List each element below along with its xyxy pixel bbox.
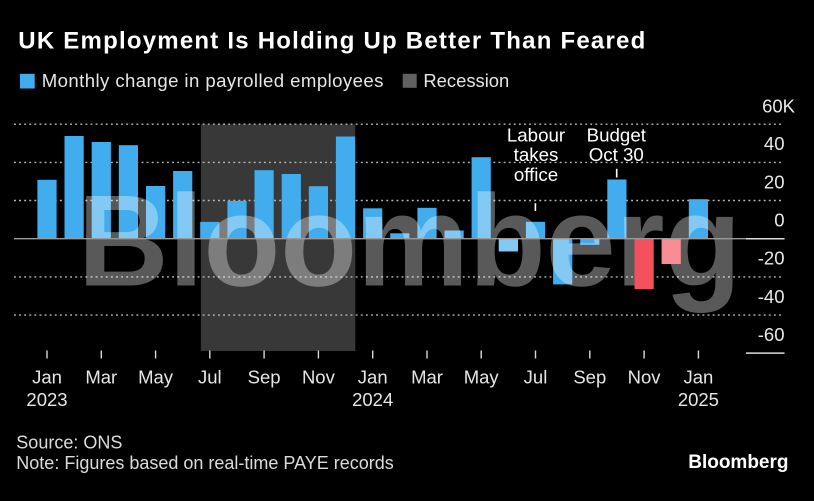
- svg-text:Jan: Jan: [32, 366, 62, 387]
- svg-text:Jan: Jan: [683, 366, 713, 387]
- svg-text:-60: -60: [758, 324, 785, 345]
- svg-text:Oct 30: Oct 30: [589, 144, 644, 165]
- svg-text:2023: 2023: [26, 389, 67, 410]
- svg-text:Nov: Nov: [628, 366, 662, 387]
- svg-text:0: 0: [774, 210, 784, 231]
- svg-text:Sep: Sep: [573, 366, 606, 387]
- svg-text:May: May: [464, 366, 500, 387]
- svg-text:2025: 2025: [678, 389, 719, 410]
- svg-text:60K: 60K: [762, 96, 796, 117]
- svg-text:20: 20: [764, 171, 785, 192]
- svg-text:takes: takes: [514, 144, 559, 165]
- svg-text:Bloomberg: Bloomberg: [78, 168, 742, 314]
- svg-text:-20: -20: [758, 248, 785, 269]
- svg-text:Jan: Jan: [358, 366, 388, 387]
- svg-text:Source: ONS: Source: ONS: [16, 433, 122, 453]
- svg-text:2024: 2024: [352, 389, 393, 410]
- svg-text:Mar: Mar: [411, 366, 443, 387]
- svg-text:May: May: [138, 366, 174, 387]
- svg-text:Note: Figures based on real-ti: Note: Figures based on real-time PAYE re…: [16, 453, 394, 473]
- svg-text:Sep: Sep: [248, 366, 281, 387]
- svg-text:Recession: Recession: [423, 70, 509, 91]
- svg-text:UK Employment Is Holding Up Be: UK Employment Is Holding Up Better Than …: [18, 27, 646, 54]
- svg-text:Nov: Nov: [302, 366, 336, 387]
- svg-text:Monthly change in payrolled em: Monthly change in payrolled employees: [42, 70, 384, 91]
- svg-text:Bloomberg: Bloomberg: [688, 452, 788, 473]
- svg-text:office: office: [514, 164, 558, 185]
- svg-text:40: 40: [764, 133, 785, 154]
- svg-text:Mar: Mar: [85, 366, 117, 387]
- svg-text:Labour: Labour: [507, 124, 565, 145]
- svg-text:Jul: Jul: [524, 366, 548, 387]
- svg-text:Jul: Jul: [198, 366, 222, 387]
- svg-text:-40: -40: [758, 286, 785, 307]
- svg-text:Budget: Budget: [587, 124, 647, 145]
